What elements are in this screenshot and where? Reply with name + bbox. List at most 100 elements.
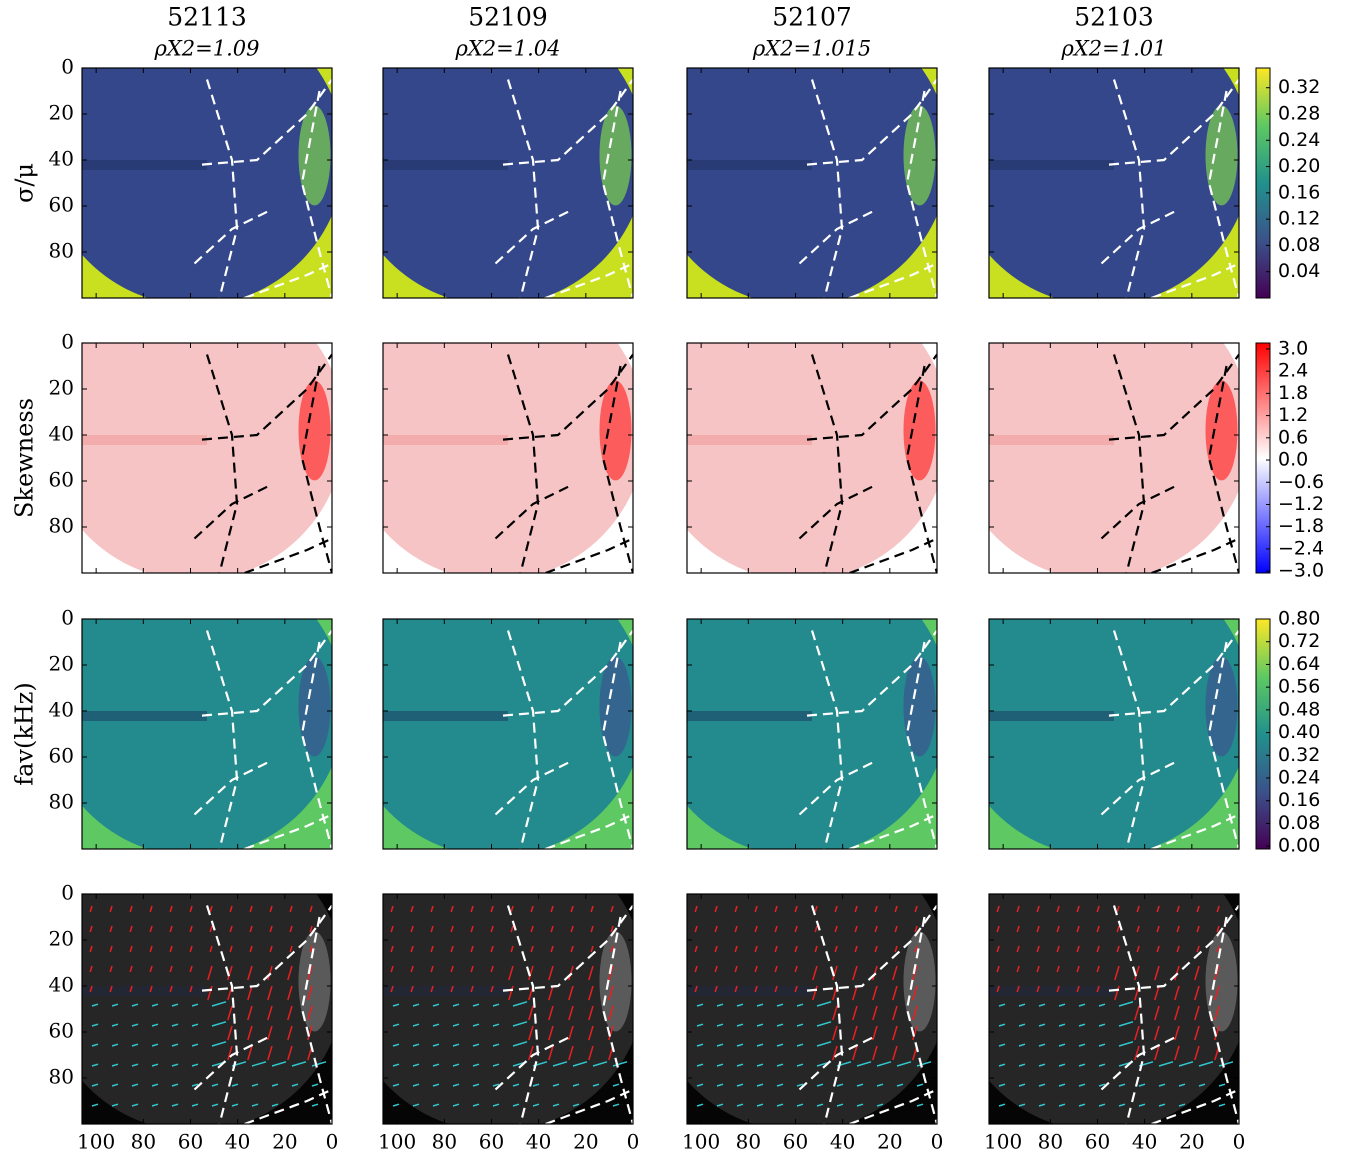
flow-arrow [1214, 1025, 1220, 1041]
flow-arrow [816, 1021, 832, 1027]
panel [382, 342, 634, 574]
x-tick-label: 0 [931, 1130, 944, 1154]
flow-arrow [269, 925, 273, 933]
flow-arrow [836, 1103, 844, 1107]
flow-arrow [588, 1005, 594, 1021]
separatrix [300, 90, 332, 298]
flow-arrow [754, 965, 758, 973]
flow-arrow [894, 905, 898, 913]
flow-arrow [191, 1043, 199, 1047]
flow-arrow [291, 1061, 307, 1067]
flow-arrow [834, 925, 838, 933]
x-tick-label: 20 [573, 1130, 598, 1154]
flow-arrow [472, 1063, 480, 1067]
flow-arrow [532, 1103, 540, 1107]
flow-arrow [998, 1023, 1006, 1027]
flow-arrow [131, 1043, 139, 1047]
panel-frame [81, 67, 333, 299]
flow-arrow [550, 905, 554, 913]
flow-arrow [470, 965, 474, 973]
flow-arrow [91, 1103, 99, 1107]
colorbar [1255, 342, 1271, 574]
flow-arrow [492, 1043, 500, 1047]
flow-arrow [998, 1003, 1006, 1007]
separatrix [810, 354, 844, 573]
x-tick-label: 100 [682, 1130, 720, 1154]
panel-frame [988, 618, 1240, 850]
panel [382, 618, 634, 850]
flow-arrow [1038, 1043, 1046, 1047]
flow-arrow [1058, 1083, 1066, 1087]
flow-arrow [492, 1003, 500, 1007]
y-tick-label: 0 [61, 330, 74, 354]
flow-arrow [267, 1025, 273, 1041]
flow-arrow [1194, 1045, 1200, 1061]
panel-frame [686, 67, 938, 299]
flow-arrow [714, 925, 718, 933]
y-tick-label: 20 [49, 652, 74, 676]
x-tick-label: 100 [77, 1130, 115, 1154]
image-band [383, 435, 508, 445]
colorbar-tick-label: 0.32 [1278, 744, 1320, 766]
flow-arrow [1018, 1083, 1026, 1087]
flow-arrow [548, 965, 554, 981]
y-tick-label: 60 [49, 468, 74, 492]
flow-arrow [696, 1103, 704, 1107]
flow-arrow [171, 1083, 179, 1087]
x-tick-label: 60 [178, 1130, 203, 1154]
flow-arrow [129, 925, 133, 933]
flow-arrow [856, 1061, 872, 1067]
flow-arrow [171, 1043, 179, 1047]
flow-arrow [694, 945, 698, 953]
flow-arrow [209, 945, 213, 953]
flow-arrow [756, 1023, 764, 1027]
image-feature [298, 931, 331, 1032]
flow-arrow [171, 1023, 179, 1027]
flow-arrow [111, 1003, 119, 1007]
flow-arrow [774, 965, 778, 973]
flow-arrow [1018, 1023, 1026, 1027]
flow-arrow [912, 985, 918, 1001]
flow-arrow [430, 965, 434, 973]
flow-arrow [169, 965, 173, 973]
flow-arrow [151, 1023, 159, 1027]
flow-arrow [1136, 945, 1140, 953]
flow-arrow [189, 965, 193, 973]
image-feature [599, 105, 632, 206]
flow-arrow [854, 905, 858, 913]
flow-arrow [267, 985, 273, 1001]
flow-arrow [452, 1103, 460, 1107]
flow-arrow [109, 905, 113, 913]
panel [988, 618, 1240, 850]
flow-arrow [1096, 965, 1100, 973]
flow-arrow [734, 925, 738, 933]
flow-arrow [816, 1103, 824, 1107]
flow-arrow [247, 1025, 253, 1041]
flow-arrow [1118, 1083, 1126, 1087]
flow-arrow [852, 1005, 858, 1021]
flow-arrow [1056, 945, 1060, 953]
colorbar-tick-label: 0.32 [1278, 76, 1320, 98]
flow-arrow [111, 1083, 119, 1087]
image-feature [1205, 380, 1238, 481]
colorbar-tick-label: 0.16 [1278, 789, 1320, 811]
flow-arrow [872, 1005, 878, 1021]
flow-arrow [432, 1023, 440, 1027]
flow-arrow [1036, 945, 1040, 953]
flow-arrow [129, 985, 133, 993]
flow-arrow [816, 1041, 832, 1047]
image-disk [383, 68, 633, 298]
flow-arrow [1076, 925, 1080, 933]
flow-arrow [530, 905, 534, 913]
flow-arrow [1058, 1063, 1066, 1067]
flow-arrow [816, 1001, 832, 1007]
panel [686, 67, 938, 299]
flow-arrow [590, 945, 594, 953]
image-disk [82, 894, 332, 1124]
flow-arrow [189, 925, 193, 933]
flow-arrow [472, 1023, 480, 1027]
separatrix [494, 1035, 571, 1091]
flow-arrow [552, 1103, 560, 1107]
image-feature [1205, 105, 1238, 206]
image-band [82, 986, 207, 996]
